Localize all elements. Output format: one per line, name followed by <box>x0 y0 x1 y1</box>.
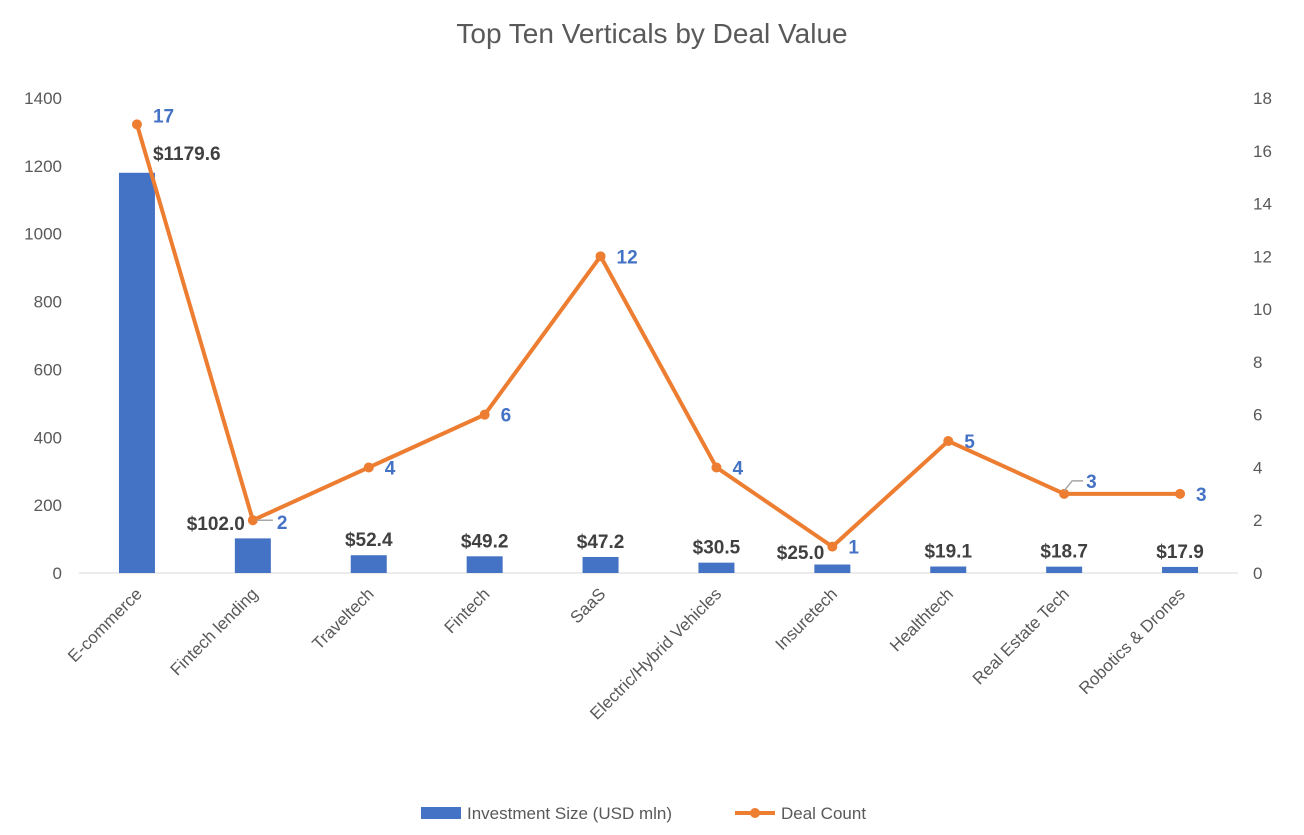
right-axis-tick: 14 <box>1253 195 1272 214</box>
right-axis-tick: 12 <box>1253 247 1272 266</box>
left-axis-tick: 200 <box>34 496 62 515</box>
category-label: Robotics & Drones <box>1075 584 1189 698</box>
deal-count-label: 3 <box>1196 485 1207 506</box>
legend-label-line: Deal Count <box>781 804 866 823</box>
bar <box>350 555 387 573</box>
left-axis-tick: 400 <box>34 428 62 447</box>
line-marker <box>1059 488 1070 499</box>
right-axis-tick: 10 <box>1253 300 1272 319</box>
right-axis-tick: 6 <box>1253 406 1262 425</box>
legend: Investment Size (USD mln) Deal Count <box>421 804 866 823</box>
right-axis-tick: 8 <box>1253 353 1262 372</box>
chart-title: Top Ten Verticals by Deal Value <box>456 18 847 49</box>
bar-value-label: $52.4 <box>345 530 393 551</box>
legend-swatch-bar <box>421 807 461 819</box>
right-axis-tick: 0 <box>1253 564 1262 583</box>
line-marker <box>711 462 722 473</box>
line-marker <box>247 515 258 526</box>
bar-value-label: $19.1 <box>924 542 972 563</box>
right-axis-tick: 4 <box>1253 458 1262 477</box>
category-label: SaaS <box>567 584 610 627</box>
line-marker <box>479 409 490 420</box>
bar <box>930 566 967 573</box>
left-axis-tick: 1200 <box>24 157 62 176</box>
category-label: Fintech lending <box>167 584 262 679</box>
category-label: Fintech <box>441 584 494 637</box>
bar-value-label: $1179.6 <box>153 144 221 165</box>
bar <box>1162 566 1199 573</box>
right-axis-tick: 2 <box>1253 511 1262 530</box>
deal-count-label: 1 <box>848 538 859 559</box>
category-label: E-commerce <box>64 584 146 666</box>
deal-count-label: 2 <box>277 513 288 534</box>
deal-count-label: 6 <box>501 406 512 427</box>
left-axis-tick: 800 <box>34 293 62 312</box>
line-marker <box>595 251 606 262</box>
left-axis-tick: 0 <box>53 564 62 583</box>
legend-swatch-marker <box>750 808 760 818</box>
deal-count-label: 12 <box>617 247 638 268</box>
bar <box>582 556 619 573</box>
deal-count-line <box>135 123 1181 549</box>
bar-value-label: $102.0 <box>187 514 245 535</box>
deal-count-label: 3 <box>1086 472 1097 493</box>
deal-count-label: 4 <box>732 458 743 479</box>
bar <box>814 564 851 573</box>
bar <box>118 172 155 573</box>
line-marker <box>827 541 838 552</box>
category-label: Insuretech <box>772 584 842 654</box>
right-axis-tick: 18 <box>1253 89 1272 108</box>
line-marker <box>1175 488 1186 499</box>
bar <box>698 562 735 573</box>
bar <box>234 538 271 573</box>
bar-value-label: $18.7 <box>1040 542 1088 563</box>
left-axis-tick: 1400 <box>24 89 62 108</box>
category-label: Healthtech <box>886 584 957 655</box>
leader-line <box>1063 480 1084 492</box>
bar <box>466 556 503 573</box>
left-axis-tick: 1000 <box>24 225 62 244</box>
category-label: Electric/Hybrid Vehicles <box>586 584 725 723</box>
line-marker <box>363 462 374 473</box>
left-axis-tick: 600 <box>34 360 62 379</box>
right-axis-tick: 16 <box>1253 142 1272 161</box>
legend-label-bar: Investment Size (USD mln) <box>467 804 672 823</box>
bar-value-label: $30.5 <box>693 538 741 559</box>
deal-count-label: 17 <box>153 106 174 127</box>
bar <box>1046 566 1083 573</box>
line-marker <box>943 436 954 447</box>
bar-value-label: $25.0 <box>777 543 825 564</box>
bar-value-label: $47.2 <box>577 532 625 553</box>
line-marker <box>131 119 142 130</box>
category-label: Real Estate Tech <box>969 584 1073 688</box>
deal-count-label: 5 <box>964 432 975 453</box>
category-label: Traveltech <box>308 584 377 653</box>
deal-count-label: 4 <box>385 458 396 479</box>
bar-value-label: $49.2 <box>461 531 509 552</box>
bar-value-label: $17.9 <box>1156 542 1204 563</box>
